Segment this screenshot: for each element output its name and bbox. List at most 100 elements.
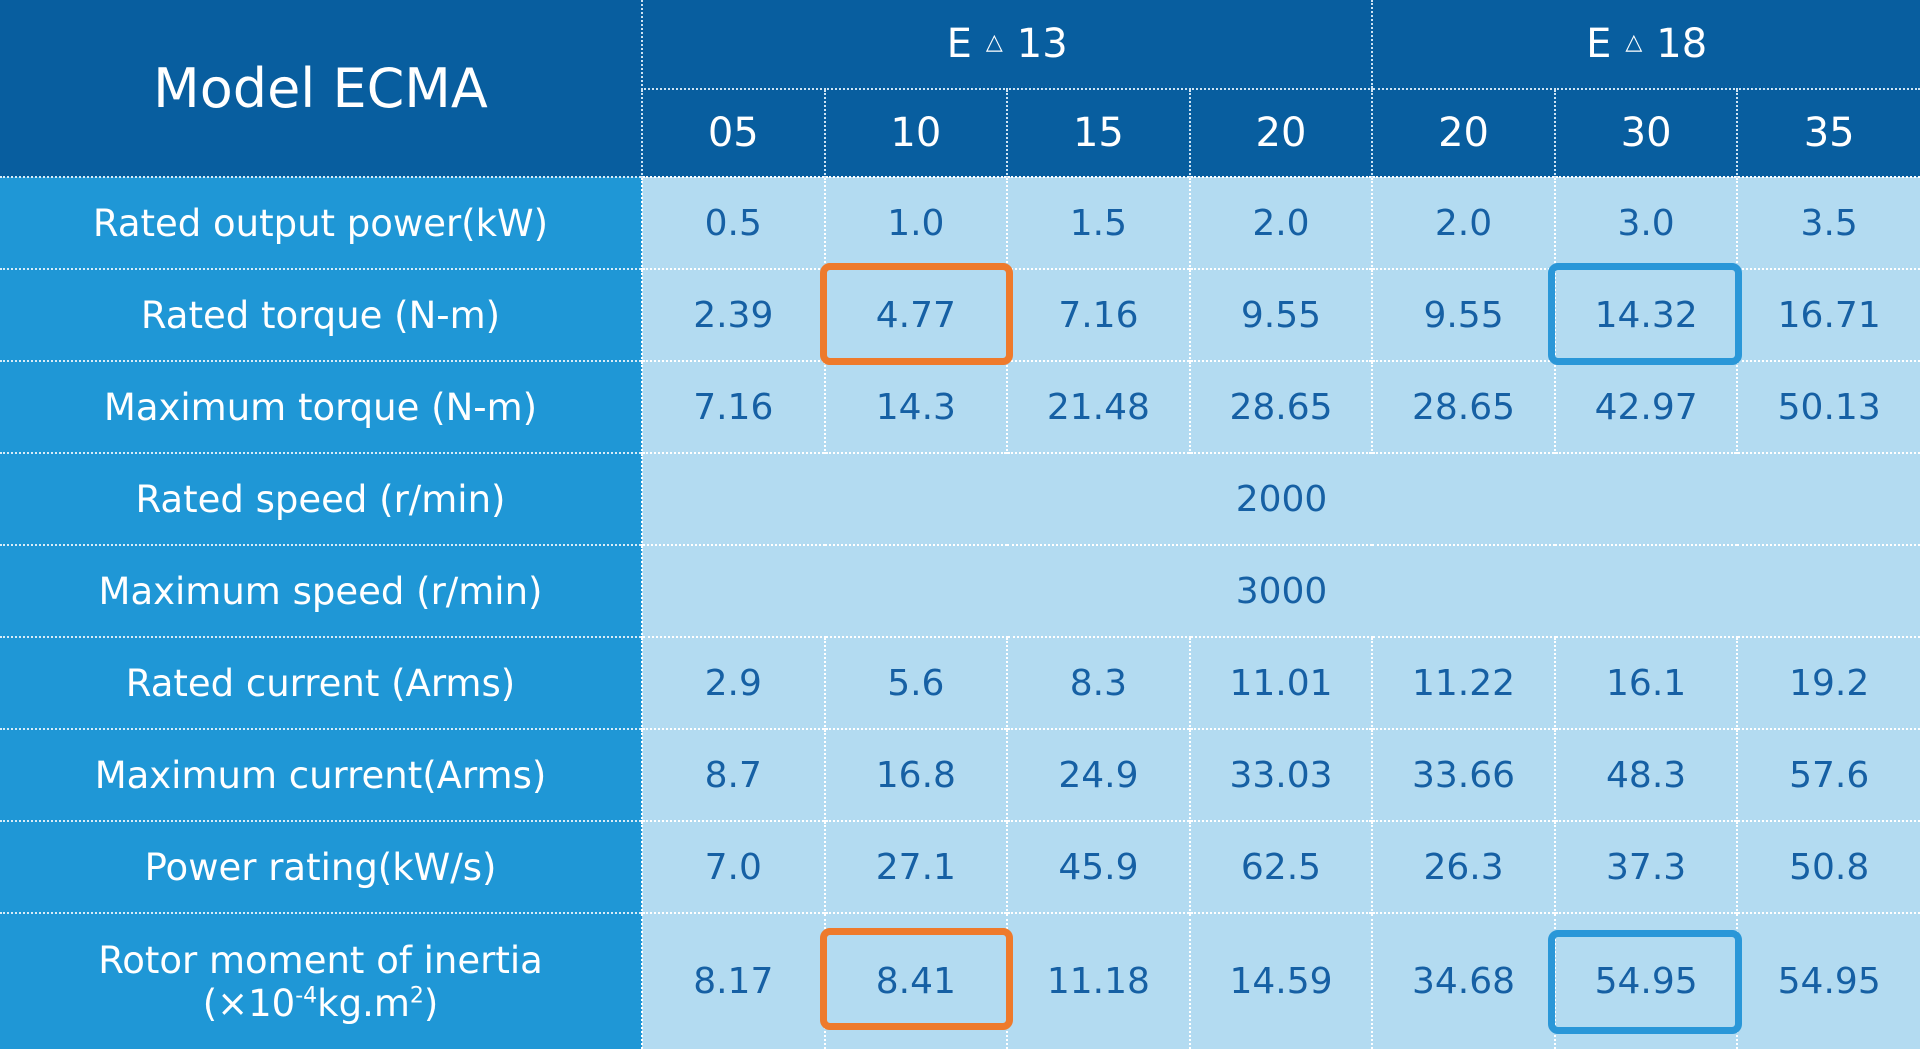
value-cell: 28.65 — [1188, 360, 1373, 453]
table-row: Rated output power(kW) 0.5 1.0 1.5 2.0 2.0 3.0… — [0, 176, 1920, 269]
column-header: 05 — [641, 89, 825, 177]
value-cell: 3000 — [641, 544, 1920, 637]
value-cell: 62.5 — [1188, 820, 1373, 913]
value-cell: 34.68 — [1371, 912, 1555, 1049]
table-row: Rated speed (r/min) 2000 — [0, 452, 1920, 545]
row-label-text: Rated speed (r/min) — [135, 477, 506, 521]
value-cell: 8.17 — [641, 912, 825, 1049]
row-label: Rotor moment of inertia (×10-4kg.m2) — [0, 912, 642, 1049]
row-label-text: Rated output power(kW) — [92, 201, 549, 245]
value-cell: 16.1 — [1553, 636, 1738, 729]
value-cell: 19.2 — [1736, 636, 1920, 729]
value-cell: 2.0 — [1188, 176, 1373, 269]
row-label-text: Rated torque (N-m) — [140, 293, 501, 337]
header-row: Model ECMA E △ 13 E △ 18 — [0, 0, 1920, 177]
row-label-text: Rotor moment of inertia — [98, 938, 543, 982]
table-row: Maximum speed (r/min) 3000 — [0, 544, 1920, 637]
value-cell: 8.7 — [641, 728, 825, 821]
value-cell: 1.0 — [823, 176, 1008, 269]
column-header: 10 — [823, 89, 1008, 177]
value-cell: 24.9 — [1006, 728, 1190, 821]
row-label: Power rating(kW/s) — [0, 820, 642, 913]
value-cell: 3.0 — [1553, 176, 1738, 269]
value-cell: 7.16 — [641, 360, 825, 453]
group-header: E △ 18 — [1371, 0, 1920, 90]
value-cell: 14.3 — [823, 360, 1008, 453]
group-prefix: E — [946, 21, 972, 67]
value-cell: 28.65 — [1371, 360, 1555, 453]
value-cell: 2000 — [641, 452, 1920, 545]
column-header: 20 — [1188, 89, 1373, 177]
value-cell: 2.39 — [641, 268, 825, 361]
group-model: 18 — [1656, 21, 1708, 67]
row-label-text: Maximum speed (r/min) — [98, 569, 543, 613]
row-label: Rated current (Arms) — [0, 636, 642, 729]
value-cell: 0.5 — [641, 176, 825, 269]
value-cell: 1.5 — [1006, 176, 1190, 269]
table-row: Rated current (Arms) 2.9 5.6 8.3 11.01 11.22 1… — [0, 636, 1920, 729]
table-row: Maximum torque (N-m) 7.16 14.3 21.48 28.65 28… — [0, 360, 1920, 453]
column-header: 20 — [1371, 89, 1555, 177]
row-label: Rated torque (N-m) — [0, 268, 642, 361]
highlight-box — [1548, 930, 1742, 1034]
table-row: Maximum current(Arms) 8.7 16.8 24.9 33.03 33.… — [0, 728, 1920, 821]
value-cell: 45.9 — [1006, 820, 1190, 913]
value-cell: 3.5 — [1736, 176, 1920, 269]
unit-close: ) — [423, 981, 439, 1025]
value-cell: 50.8 — [1736, 820, 1920, 913]
value-cell: 33.03 — [1188, 728, 1373, 821]
value-cell: 7.16 — [1006, 268, 1190, 361]
table-row: Power rating(kW/s) 7.0 27.1 45.9 62.5 26.3 37.… — [0, 820, 1920, 913]
table-title: Model ECMA — [0, 0, 642, 177]
highlight-box — [1548, 263, 1742, 365]
highlight-box — [820, 928, 1013, 1030]
unit-open: (×10 — [202, 981, 296, 1025]
row-label-text: Rated current (Arms) — [125, 661, 516, 705]
value-cell: 26.3 — [1371, 820, 1555, 913]
column-header: 35 — [1736, 89, 1920, 177]
value-cell: 4.77 — [823, 268, 1008, 361]
value-cell: 48.3 — [1553, 728, 1738, 821]
unit-power: 2 — [409, 983, 424, 1009]
header-row: 05 10 15 20 20 30 35 — [0, 89, 1920, 177]
value-cell: 9.55 — [1371, 268, 1555, 361]
table-row: Rated torque (N-m) 2.39 4.77 7.16 9.55 9.55 14… — [0, 268, 1920, 361]
group-symbol: △ — [1625, 30, 1643, 55]
row-unit: (×10-4kg.m2) — [0, 982, 641, 1025]
value-cell: 27.1 — [823, 820, 1008, 913]
value-cell: 37.3 — [1553, 820, 1738, 913]
value-cell: 11.01 — [1188, 636, 1373, 729]
value-cell: 16.8 — [823, 728, 1008, 821]
row-label: Rated output power(kW) — [0, 176, 642, 269]
value-cell: 42.97 — [1553, 360, 1738, 453]
row-label-text: Power rating(kW/s) — [144, 845, 497, 889]
group-header: E △ 13 — [640, 0, 1373, 90]
value-cell: 50.13 — [1736, 360, 1920, 453]
value-cell: 14.59 — [1188, 912, 1373, 1049]
value-cell: 16.71 — [1736, 268, 1920, 361]
value-cell: 8.3 — [1006, 636, 1190, 729]
value-cell: 21.48 — [1006, 360, 1190, 453]
value-cell: 9.55 — [1188, 268, 1373, 361]
value-cell: 11.22 — [1371, 636, 1555, 729]
value-cell: 14.32 — [1553, 268, 1738, 361]
row-label-text: Maximum current(Arms) — [94, 753, 547, 797]
value-cell: 57.6 — [1736, 728, 1920, 821]
value-cell: 54.95 — [1736, 912, 1920, 1049]
group-symbol: △ — [985, 30, 1003, 55]
value-cell: 5.6 — [823, 636, 1008, 729]
value-cell: 11.18 — [1006, 912, 1190, 1049]
row-label: Maximum torque (N-m) — [0, 360, 642, 453]
value-cell: 2.9 — [641, 636, 825, 729]
row-label: Maximum speed (r/min) — [0, 544, 642, 637]
highlight-box — [820, 263, 1013, 365]
group-model: 13 — [1016, 21, 1068, 67]
row-label: Rated speed (r/min) — [0, 452, 642, 545]
group-prefix: E — [1586, 21, 1612, 67]
unit-exponent: -4 — [295, 983, 318, 1009]
column-header: 15 — [1006, 89, 1190, 177]
row-label-text: Maximum torque (N-m) — [103, 385, 538, 429]
value-cell: 33.66 — [1371, 728, 1555, 821]
